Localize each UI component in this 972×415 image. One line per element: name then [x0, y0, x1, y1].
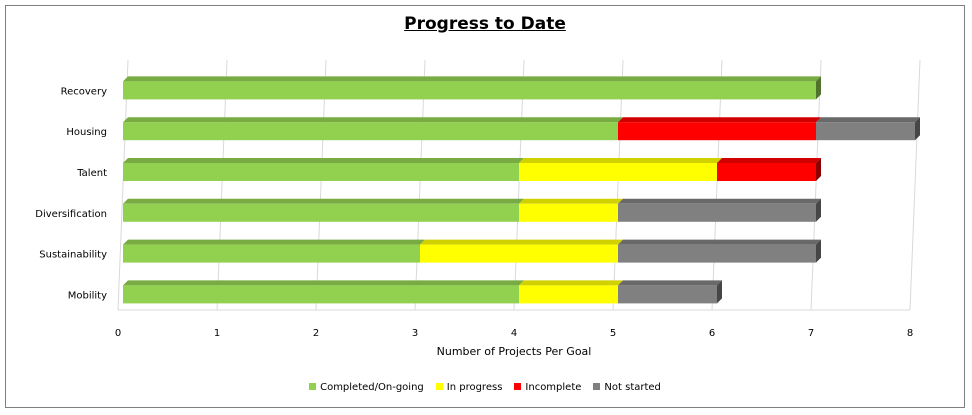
bar-segment — [519, 285, 618, 304]
bar-segment — [420, 244, 618, 263]
legend-swatch — [309, 383, 317, 390]
bar-top-face — [123, 280, 524, 286]
bar-top-face — [519, 158, 722, 163]
x-tick-label: 8 — [907, 328, 913, 339]
bar-segment — [123, 122, 618, 141]
x-axis-label: Number of Projects Per Goal — [437, 345, 592, 358]
legend-swatch — [593, 383, 601, 390]
chart-legend: Completed/On-going In progress Incomplete N… — [0, 382, 970, 393]
bar-top-face — [123, 117, 623, 123]
legend-item: Completed/On-going — [309, 382, 424, 393]
bar-side-face — [915, 117, 920, 141]
bar-segment — [123, 244, 420, 263]
category-label: Housing — [66, 127, 107, 138]
bar-top-face — [519, 280, 623, 286]
legend-label: Completed/On-going — [320, 382, 424, 393]
bar-segment — [519, 163, 717, 181]
category-label: Recovery — [61, 86, 107, 97]
bar-segment — [123, 163, 519, 181]
x-tick-label: 1 — [214, 328, 220, 339]
category-label: Talent — [76, 168, 107, 179]
x-tick-label: 0 — [115, 328, 121, 339]
bar-segment — [618, 122, 816, 141]
bar-side-face — [816, 76, 821, 100]
bar-top-face — [816, 117, 920, 123]
bar-segment — [618, 285, 717, 304]
bar-top-face — [123, 76, 821, 82]
category-label: Mobility — [68, 290, 107, 301]
bar-side-face — [717, 280, 722, 304]
x-tick-label: 7 — [808, 328, 814, 339]
gridline — [117, 59, 129, 311]
gridline — [909, 59, 921, 311]
gridline — [612, 59, 624, 311]
x-tick-label: 5 — [610, 328, 616, 339]
bar-segment — [123, 203, 519, 222]
legend-label: Not started — [604, 382, 661, 393]
bar-top-face — [618, 198, 821, 204]
bar-top-face — [717, 158, 821, 163]
gridline — [711, 59, 723, 311]
bar-segment — [123, 285, 519, 304]
bar-segment — [717, 163, 816, 181]
bar-top-face — [618, 239, 821, 245]
bar-top-face — [420, 239, 623, 245]
bar-top-face — [618, 280, 722, 286]
gridline — [315, 59, 327, 311]
bar-top-face — [123, 198, 524, 204]
bar-segment — [816, 122, 915, 141]
bar-segment — [618, 203, 816, 222]
x-tick-label: 2 — [313, 328, 319, 339]
chart-title: Progress to Date — [404, 14, 566, 34]
legend-swatch — [435, 383, 443, 390]
bar-segment — [519, 203, 618, 222]
bar-top-face — [123, 239, 425, 245]
category-label: Sustainability — [39, 250, 107, 261]
category-label: Diversification — [35, 209, 107, 220]
legend-item: Not started — [593, 382, 661, 393]
legend-item: Incomplete — [514, 382, 581, 393]
gridline — [810, 59, 822, 311]
x-tick-label: 6 — [709, 328, 715, 339]
bar-side-face — [816, 158, 821, 181]
bar-segment — [123, 81, 816, 100]
bar-top-face — [123, 158, 524, 163]
bar-side-face — [816, 239, 821, 263]
bar-top-face — [519, 198, 623, 204]
legend-label: Incomplete — [525, 382, 582, 393]
bar-segment — [618, 244, 816, 263]
gridline — [216, 59, 228, 311]
bar-side-face — [816, 198, 821, 222]
legend-swatch — [514, 383, 522, 390]
x-tick-label: 3 — [412, 328, 418, 339]
gridline — [513, 59, 525, 311]
legend-item: In progress — [435, 382, 503, 393]
legend-label: In progress — [446, 382, 503, 393]
x-tick-label: 4 — [511, 328, 517, 339]
gridline — [414, 59, 426, 311]
bar-top-face — [618, 117, 821, 123]
